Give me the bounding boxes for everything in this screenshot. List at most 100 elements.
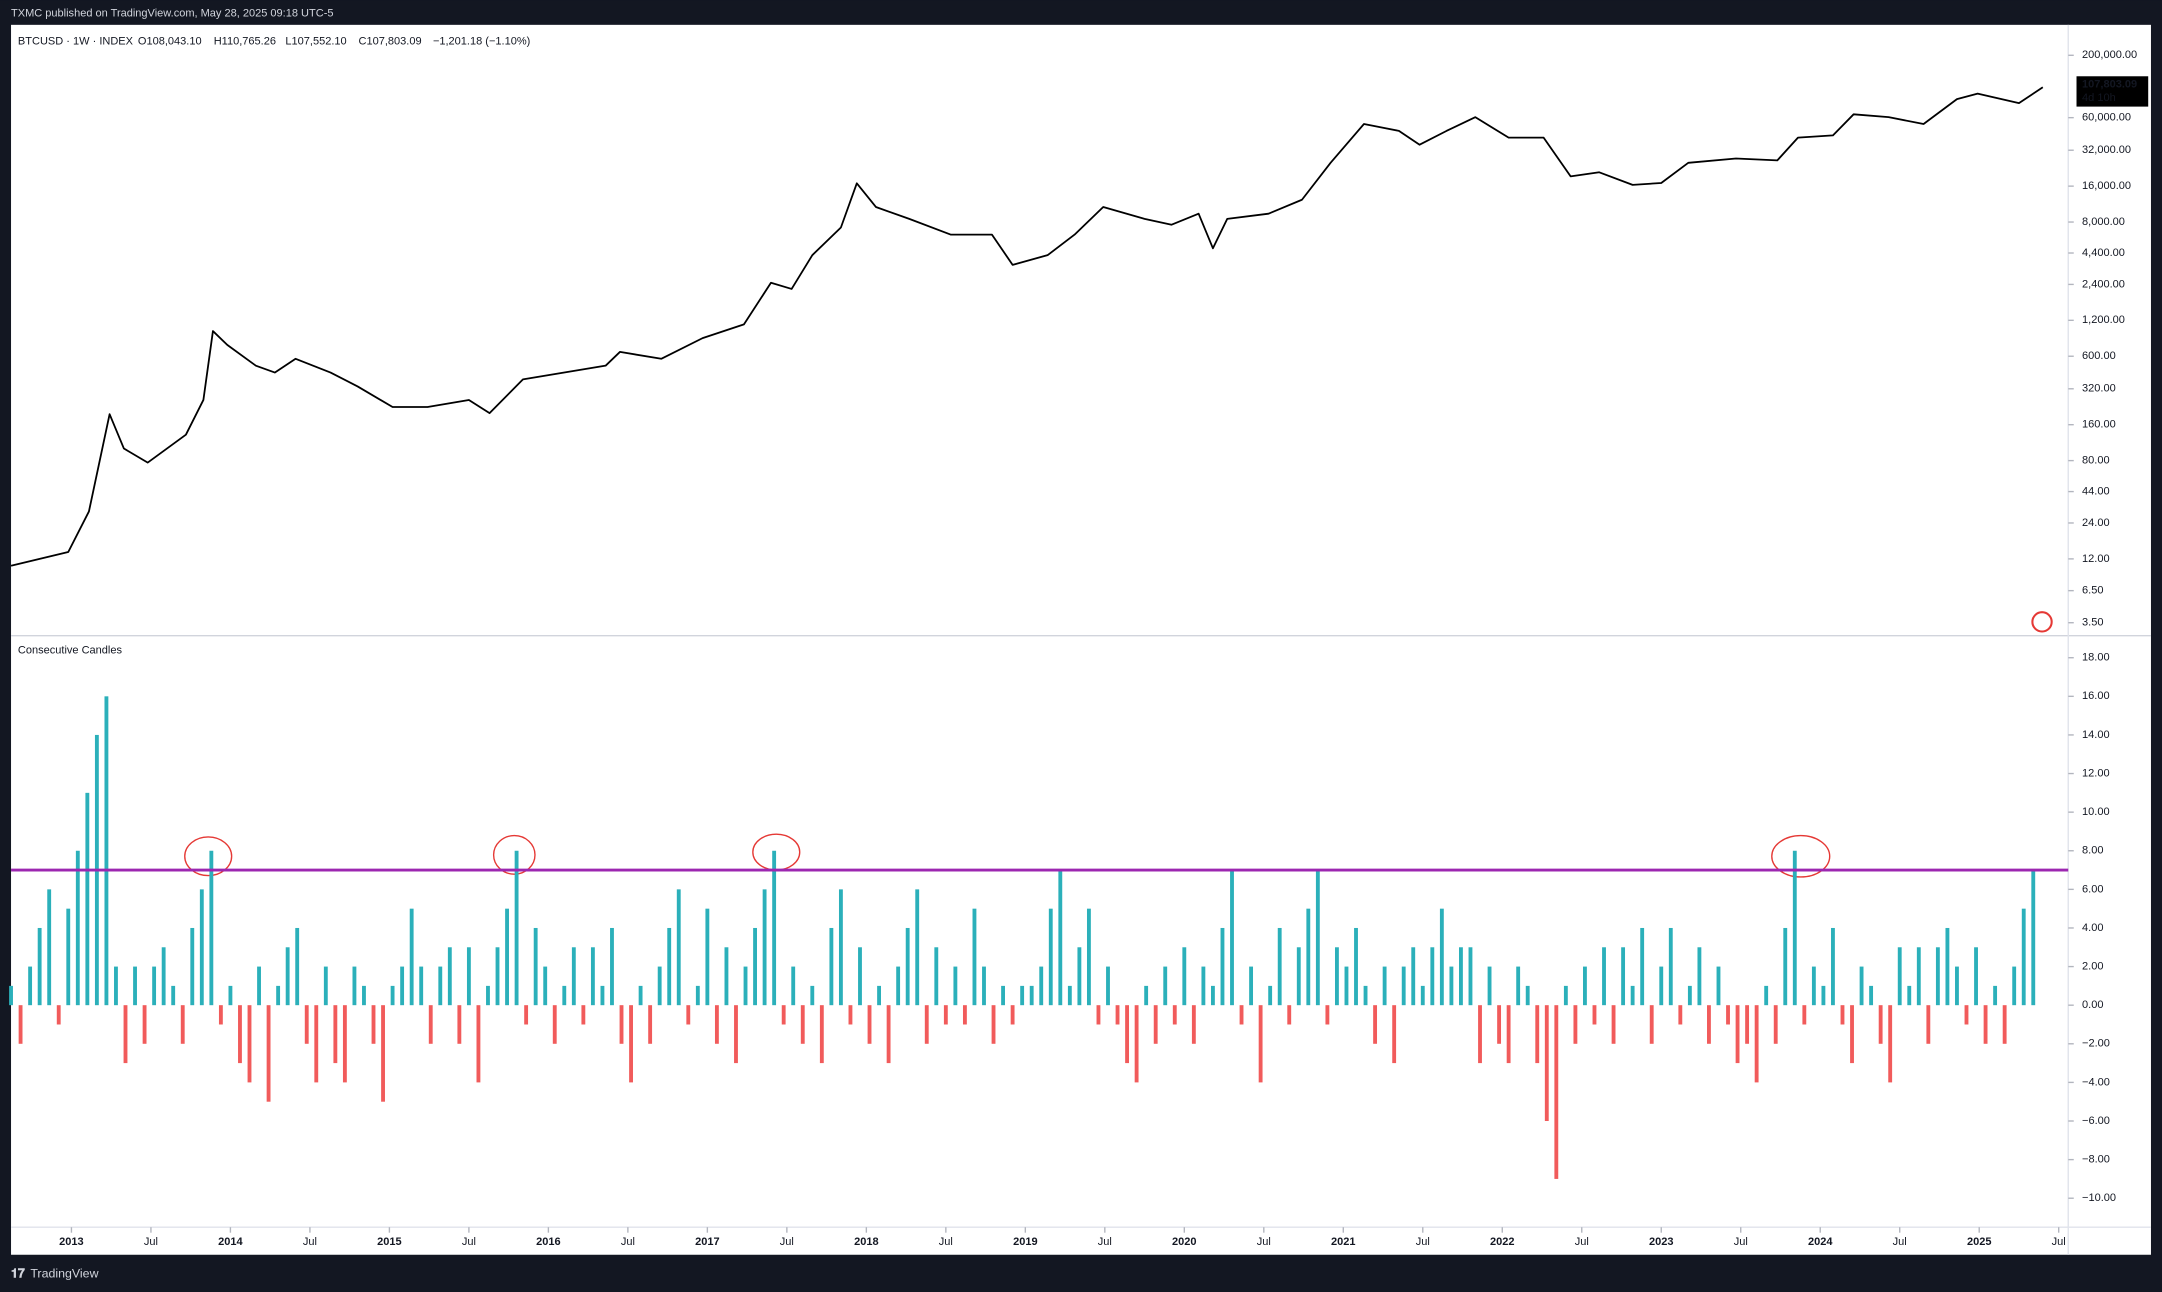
histogram-bar — [419, 966, 424, 1006]
histogram-bar — [1478, 1005, 1482, 1064]
histogram-bar — [133, 966, 137, 1006]
histogram-bar — [943, 1005, 948, 1025]
histogram-bar — [18, 1005, 23, 1044]
x-tick-label: 2016 — [536, 1236, 561, 1248]
histogram-bar — [1344, 966, 1349, 1006]
histogram-bar — [1926, 1005, 1931, 1044]
histogram-bar — [428, 1005, 433, 1044]
histogram-bar — [1115, 1005, 1120, 1025]
y-tick-label: 200,000.00 — [2082, 49, 2137, 61]
y-tick-label: 4.00 — [2082, 922, 2103, 934]
histogram-bar — [371, 1005, 376, 1044]
histogram-bar — [1249, 966, 1254, 1006]
histogram-bar — [600, 985, 605, 1006]
histogram-bar — [657, 966, 662, 1006]
histogram-bar — [877, 985, 881, 1006]
histogram-bar — [1878, 1005, 1883, 1044]
histogram-bar — [1086, 908, 1091, 1006]
histogram-bar — [1497, 1005, 1502, 1044]
legend-open: O108,043.10 — [138, 35, 202, 47]
histogram-bar — [638, 985, 643, 1006]
histogram-bar — [991, 1005, 996, 1044]
y-tick-label: 160.00 — [2082, 419, 2116, 431]
histogram-bar — [1707, 1005, 1711, 1044]
histogram-bar — [1029, 985, 1034, 1006]
histogram-bar — [1811, 966, 1816, 1006]
y-tick-label: 6.50 — [2082, 585, 2103, 597]
y-tick-label: −4.00 — [2082, 1076, 2110, 1088]
histogram-bar — [1745, 1005, 1750, 1044]
x-tick-label: Jul — [1893, 1236, 1907, 1248]
histogram-bar — [1210, 985, 1215, 1006]
y-tick-label: 14.00 — [2082, 729, 2110, 741]
histogram-bar — [1239, 1005, 1244, 1025]
y-tick-label: 80.00 — [2082, 455, 2110, 467]
histogram-bar — [772, 850, 777, 1006]
histogram-bar — [238, 1005, 242, 1064]
histogram-bar — [381, 1005, 385, 1102]
histogram-bar — [972, 908, 977, 1006]
histogram-bar — [1163, 966, 1168, 1006]
histogram-bar — [1821, 985, 1826, 1006]
histogram-bar — [1592, 1005, 1597, 1025]
price-line — [10, 86, 2044, 567]
histogram-bar — [199, 889, 204, 1006]
histogram-bar — [1039, 966, 1044, 1006]
histogram-bar — [1096, 1005, 1101, 1025]
histogram-bar — [37, 927, 42, 1006]
histogram-bar — [867, 1005, 872, 1044]
histogram-bar — [1020, 985, 1025, 1006]
histogram-bar — [829, 927, 834, 1006]
x-tick-label: Jul — [939, 1236, 953, 1248]
x-tick-label: 2018 — [854, 1236, 879, 1248]
histogram-bar — [161, 947, 166, 1006]
histogram-bar — [734, 1005, 738, 1064]
x-tick-label: 2020 — [1172, 1236, 1197, 1248]
histogram-bar — [400, 966, 405, 1006]
histogram-bar — [1058, 870, 1063, 1006]
histogram-bar — [705, 908, 710, 1006]
histogram-bar — [323, 966, 328, 1006]
indicator-title: Consecutive Candles — [18, 645, 123, 657]
y-tick-label: −6.00 — [2082, 1115, 2110, 1127]
histogram-bar — [276, 985, 281, 1006]
histogram-bar — [629, 1005, 633, 1083]
x-tick-label: Jul — [1734, 1236, 1748, 1248]
histogram-bar — [457, 1005, 462, 1044]
histogram-bar — [714, 1005, 719, 1044]
x-tick-label: Jul — [780, 1236, 794, 1248]
histogram-bar — [1544, 1005, 1549, 1122]
histogram-bar — [619, 1005, 624, 1044]
circle-annotation — [492, 834, 536, 875]
histogram-bar — [1754, 1005, 1759, 1083]
histogram-bar — [2021, 908, 2026, 1006]
histogram-bar — [1983, 1005, 1988, 1044]
histogram-bar — [838, 889, 843, 1006]
histogram-bar — [1506, 1005, 1511, 1064]
y-tick-label: 2,400.00 — [2082, 278, 2125, 290]
histogram-bar — [1611, 1005, 1616, 1044]
histogram-bar — [1583, 966, 1587, 1006]
histogram-bar — [514, 850, 519, 1006]
x-tick-label: 2025 — [1967, 1236, 1992, 1248]
event-icon[interactable] — [2031, 611, 2053, 633]
histogram-bar — [209, 850, 214, 1006]
histogram-bar — [1201, 966, 1206, 1006]
histogram-bar — [610, 927, 614, 1006]
histogram-bar — [1001, 985, 1005, 1006]
y-tick-label: 32,000.00 — [2082, 144, 2131, 156]
y-tick-label: −8.00 — [2082, 1154, 2110, 1166]
x-tick-label: Jul — [1098, 1236, 1112, 1248]
histogram-bar — [1134, 1005, 1139, 1083]
histogram-bar — [1220, 927, 1225, 1006]
histogram-bar — [571, 947, 576, 1006]
histogram-bar — [1459, 947, 1463, 1006]
legend-low: L107,552.10 — [285, 35, 346, 47]
legend-change: −1,201.18 (−1.10%) — [433, 35, 530, 47]
histogram-bar — [295, 927, 300, 1006]
histogram-bar — [314, 1005, 319, 1083]
histogram-bar — [552, 1005, 557, 1044]
x-tick-label: Jul — [1257, 1236, 1271, 1248]
histogram-bar — [1401, 966, 1406, 1006]
